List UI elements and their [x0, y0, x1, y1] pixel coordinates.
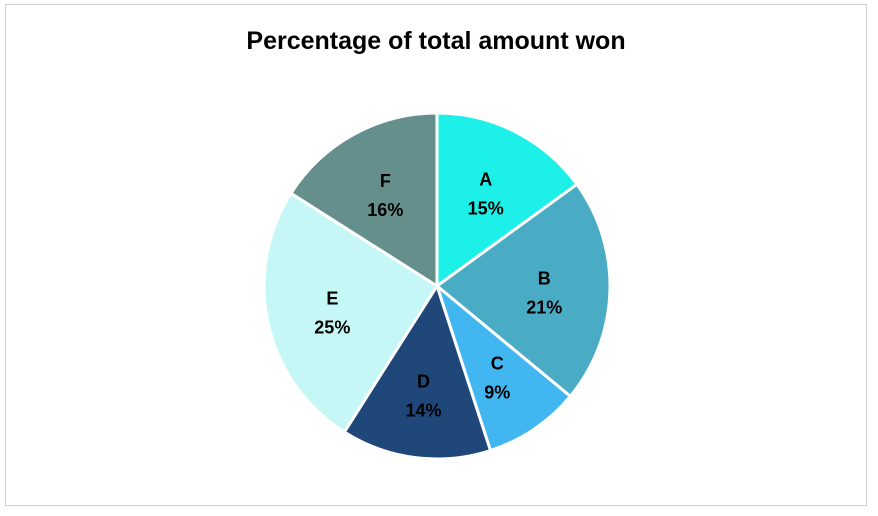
slice-label-e: E 25%: [314, 288, 350, 337]
chart-title: Percentage of total amount won: [246, 27, 626, 55]
slice-label-b: B 21%: [526, 268, 562, 317]
slice-category-label: E: [326, 288, 338, 308]
slice-category-label: C: [491, 354, 504, 374]
slice-label-f: F 16%: [367, 171, 403, 220]
slice-value-label: 21%: [526, 297, 562, 317]
slice-value-label: 25%: [314, 317, 350, 337]
slice-value-label: 14%: [406, 400, 442, 420]
pie-slices: [262, 111, 612, 461]
slice-category-label: A: [479, 169, 492, 189]
slice-value-label: 16%: [367, 200, 403, 220]
slice-label-a: A 15%: [468, 169, 504, 218]
slice-category-label: F: [380, 171, 391, 191]
slice-category-label: D: [417, 371, 430, 391]
slice-value-label: 9%: [484, 383, 510, 403]
slice-label-c: C 9%: [484, 354, 510, 403]
pie-labels: A 15% B 21% C 9% D 14% E 25% F 16%: [314, 169, 562, 420]
pie-slice-f: [289, 111, 439, 288]
pie-slice-d: [342, 284, 492, 461]
pie-slice-a: [435, 111, 579, 288]
pie-chart: A 15% B 21% C 9% D 14% E 25% F 16%: [262, 111, 612, 461]
pie-slice-e: [262, 191, 439, 434]
slice-category-label: B: [538, 268, 551, 288]
slice-label-d: D 14%: [406, 371, 442, 420]
chart-frame: Percentage of total amount won A 15% B 21% C…: [5, 4, 867, 506]
pie-slice-c: [435, 284, 572, 453]
pie-slice-b: [435, 182, 612, 398]
slice-value-label: 15%: [468, 198, 504, 218]
